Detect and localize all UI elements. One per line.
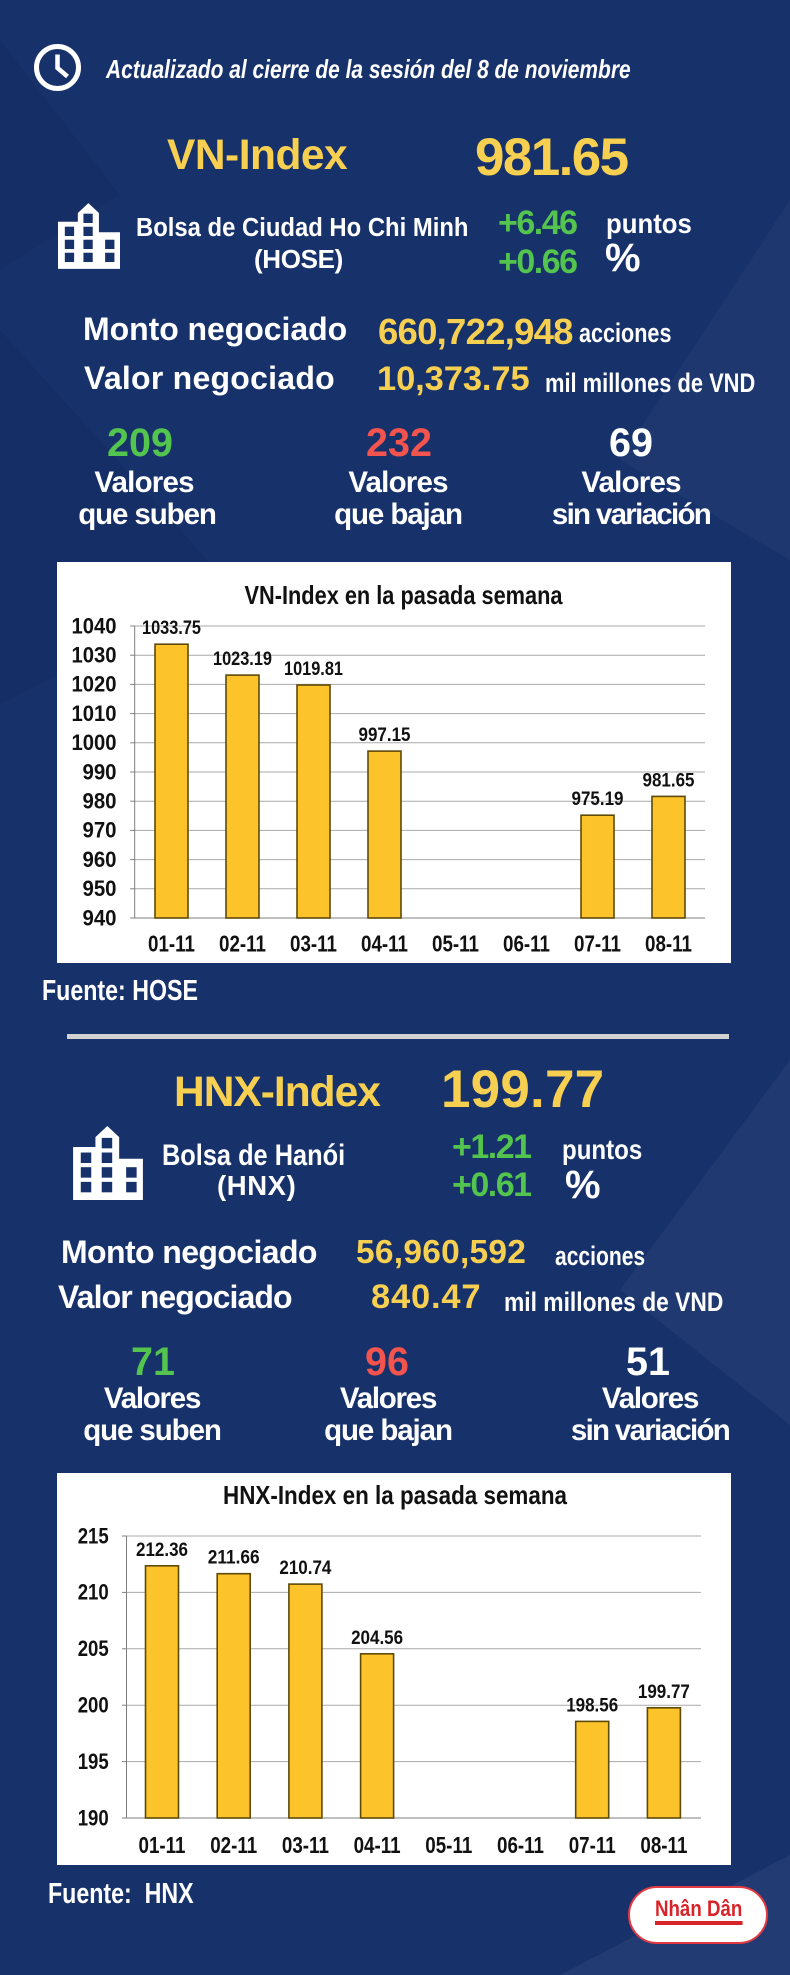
svg-text:212.36: 212.36 <box>136 1539 188 1561</box>
svg-text:950: 950 <box>83 876 117 901</box>
svg-text:981.65: 981.65 <box>643 769 695 791</box>
svg-text:205: 205 <box>78 1636 109 1661</box>
svg-text:1023.19: 1023.19 <box>213 648 272 670</box>
svg-text:997.15: 997.15 <box>359 724 411 746</box>
svg-text:960: 960 <box>83 847 117 872</box>
svg-text:1020: 1020 <box>72 672 117 697</box>
svg-text:08-11: 08-11 <box>640 1832 687 1858</box>
svg-text:940: 940 <box>83 905 117 930</box>
svg-text:980: 980 <box>83 789 117 814</box>
svg-text:198.56: 198.56 <box>566 1694 618 1716</box>
svg-text:210.74: 210.74 <box>279 1557 331 1579</box>
svg-text:01-11: 01-11 <box>148 931 195 957</box>
svg-text:02-11: 02-11 <box>210 1832 257 1858</box>
svg-text:211.66: 211.66 <box>208 1547 260 1569</box>
svg-text:02-11: 02-11 <box>219 931 266 957</box>
svg-text:975.19: 975.19 <box>572 788 624 810</box>
svg-text:1033.75: 1033.75 <box>142 617 201 639</box>
svg-text:200: 200 <box>78 1693 109 1718</box>
svg-text:05-11: 05-11 <box>432 931 479 957</box>
svg-text:1000: 1000 <box>72 730 117 755</box>
svg-text:210: 210 <box>78 1580 109 1605</box>
svg-text:07-11: 07-11 <box>574 931 621 957</box>
svg-text:215: 215 <box>78 1523 109 1548</box>
svg-text:07-11: 07-11 <box>569 1832 616 1858</box>
svg-text:195: 195 <box>78 1749 109 1774</box>
svg-text:06-11: 06-11 <box>497 1832 544 1858</box>
svg-text:204.56: 204.56 <box>351 1627 403 1649</box>
svg-text:1030: 1030 <box>72 643 117 668</box>
svg-text:1010: 1010 <box>72 701 117 726</box>
svg-text:1019.81: 1019.81 <box>284 658 343 680</box>
svg-text:990: 990 <box>83 759 117 784</box>
svg-text:03-11: 03-11 <box>282 1832 329 1858</box>
svg-text:03-11: 03-11 <box>290 931 337 957</box>
svg-text:VN-Index en la pasada semana: VN-Index en la pasada semana <box>245 580 563 610</box>
svg-text:06-11: 06-11 <box>503 931 550 957</box>
svg-text:190: 190 <box>78 1805 109 1830</box>
svg-text:05-11: 05-11 <box>425 1832 472 1858</box>
svg-text:01-11: 01-11 <box>139 1832 186 1858</box>
svg-text:04-11: 04-11 <box>361 931 408 957</box>
svg-text:199.77: 199.77 <box>638 1681 690 1703</box>
svg-text:08-11: 08-11 <box>645 931 692 957</box>
svg-text:04-11: 04-11 <box>354 1832 401 1858</box>
svg-text:HNX-Index en la pasada semana: HNX-Index en la pasada semana <box>223 1480 567 1510</box>
svg-text:970: 970 <box>83 818 117 843</box>
svg-text:1040: 1040 <box>72 613 117 638</box>
